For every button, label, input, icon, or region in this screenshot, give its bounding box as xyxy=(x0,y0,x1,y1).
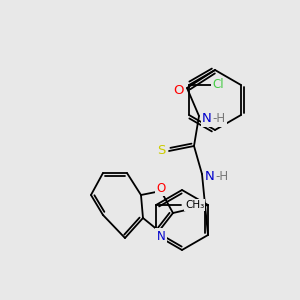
Text: CH₃: CH₃ xyxy=(185,200,204,210)
Text: Cl: Cl xyxy=(212,79,224,92)
Text: O: O xyxy=(156,182,166,194)
Text: O: O xyxy=(173,85,183,98)
Text: -H: -H xyxy=(212,112,226,125)
Text: N: N xyxy=(205,169,215,182)
Text: S: S xyxy=(157,145,165,158)
Text: N: N xyxy=(202,112,212,125)
Text: N: N xyxy=(157,230,165,242)
Text: -H: -H xyxy=(215,169,229,182)
